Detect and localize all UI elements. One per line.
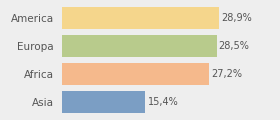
Bar — [62, 63, 209, 85]
Text: 28,9%: 28,9% — [221, 13, 252, 23]
Bar — [62, 35, 216, 57]
Bar — [62, 7, 219, 29]
Text: 27,2%: 27,2% — [212, 69, 242, 79]
Text: 28,5%: 28,5% — [219, 41, 249, 51]
Bar — [62, 91, 145, 113]
Text: 15,4%: 15,4% — [148, 97, 178, 107]
